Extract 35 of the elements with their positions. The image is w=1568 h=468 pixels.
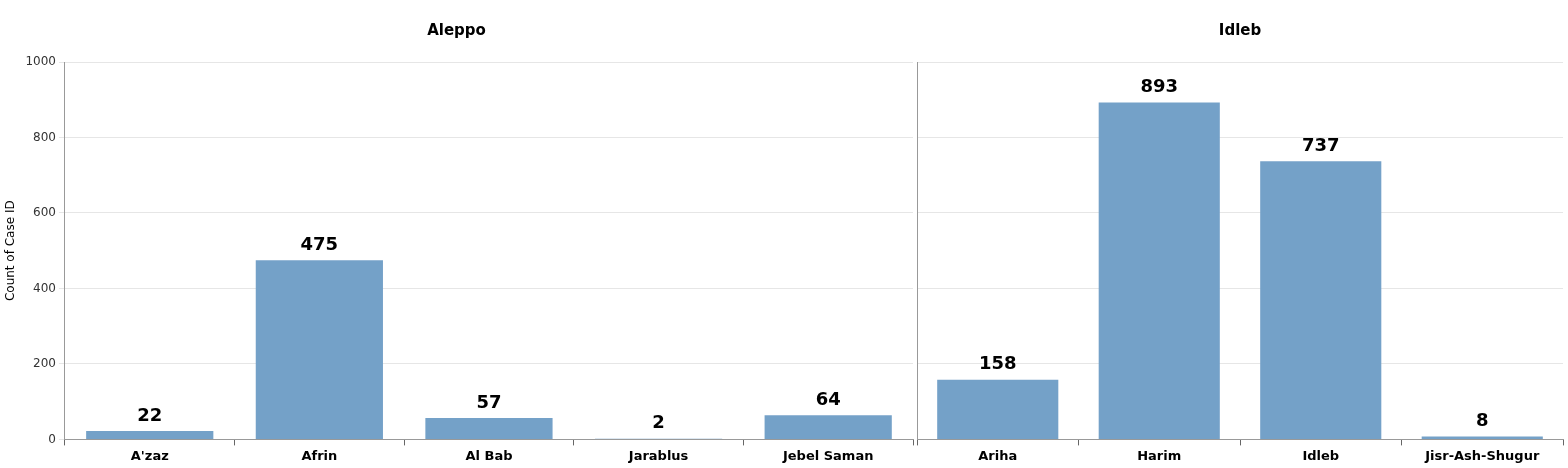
data-label: 64 (815, 387, 841, 409)
x-tick-label: Jebel Saman (781, 447, 874, 463)
bar (764, 415, 892, 439)
x-tick-label: Ariha (978, 447, 1018, 463)
bar (1098, 102, 1220, 439)
bar (1260, 161, 1382, 439)
data-label: 57 (476, 390, 502, 412)
x-tick-label: Idleb (1302, 447, 1340, 463)
data-label: 158 (978, 352, 1017, 374)
x-tick-label: Jisr-Ash-Shugur (1424, 447, 1540, 463)
y-tick-label: 200 (33, 356, 56, 371)
x-tick-label: Al Bab (465, 447, 513, 463)
bar (86, 431, 214, 439)
bar (937, 379, 1059, 439)
x-tick-label: Harim (1137, 447, 1182, 463)
y-tick-label: 0 (48, 431, 56, 446)
y-tick-label: 800 (33, 129, 56, 144)
data-label: 893 (1140, 75, 1179, 97)
chart-title: Aleppo (427, 20, 486, 39)
bar (1421, 436, 1543, 439)
data-label: 737 (1301, 133, 1340, 155)
y-axis-title: Count of Case ID (3, 200, 18, 302)
data-label: 2 (652, 411, 665, 433)
data-label: 475 (300, 232, 339, 254)
bar (425, 417, 553, 439)
data-label: 8 (1475, 409, 1489, 431)
y-tick-label: 1000 (25, 54, 56, 69)
x-tick-label: A'zaz (130, 447, 169, 463)
data-label: 22 (137, 403, 163, 425)
y-tick-label: 600 (33, 205, 56, 220)
chart-title: Idleb (1218, 20, 1262, 39)
x-tick-label: Jarablus (627, 447, 689, 463)
y-tick-label: 400 (33, 280, 56, 295)
x-tick-label: Afrin (301, 447, 338, 463)
bar (255, 260, 383, 439)
